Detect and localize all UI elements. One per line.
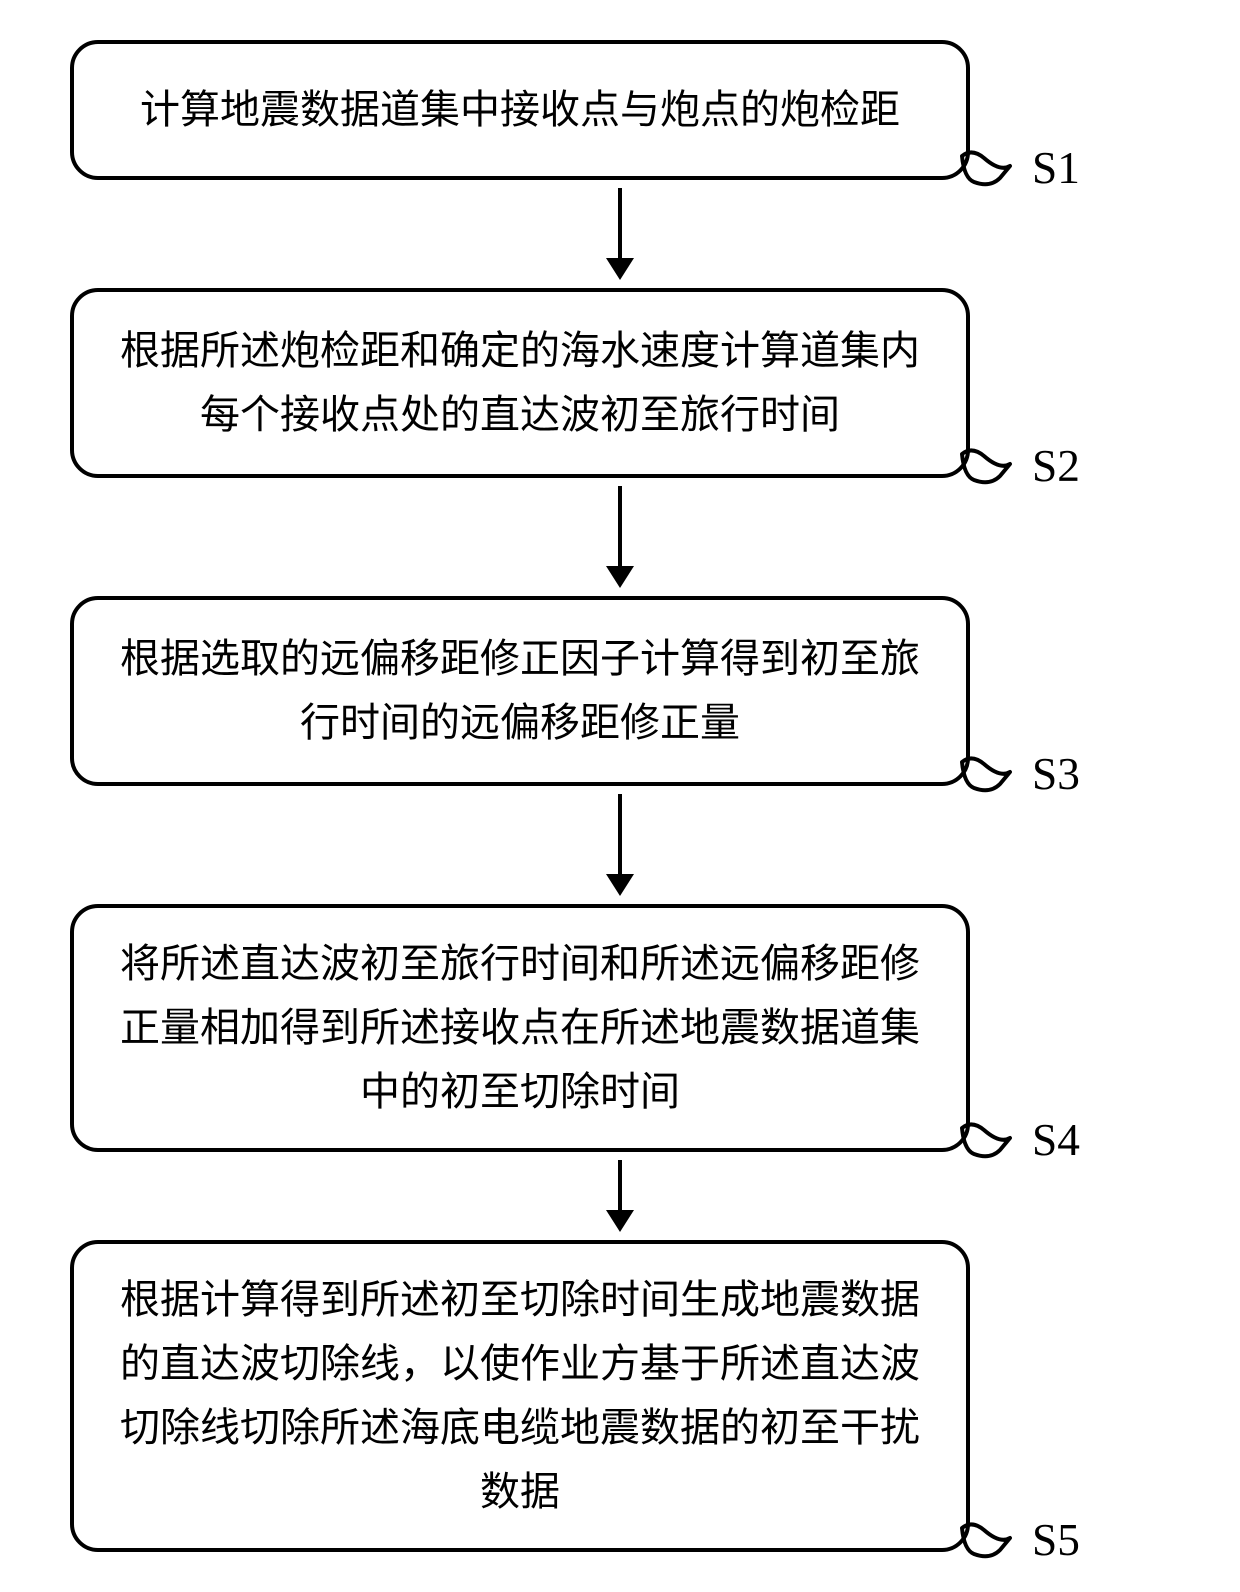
arrow-down-icon xyxy=(170,188,1070,280)
step-label: S5 xyxy=(1032,1514,1080,1566)
arrow-down-icon xyxy=(170,1160,1070,1232)
step-label: S1 xyxy=(1032,142,1080,194)
step-text: 根据计算得到所述初至切除时间生成地震数据的直达波切除线，以使作业方基于所述直达波… xyxy=(104,1268,936,1524)
step-label-wrap: S2 xyxy=(970,288,1170,478)
step-text: 根据选取的远偏移距修正因子计算得到初至旅行时间的远偏移距修正量 xyxy=(104,627,936,755)
step-box: 根据计算得到所述初至切除时间生成地震数据的直达波切除线，以使作业方基于所述直达波… xyxy=(70,1240,970,1552)
step-text: 根据所述炮检距和确定的海水速度计算道集内每个接收点处的直达波初至旅行时间 xyxy=(104,319,936,447)
arrow-down-icon xyxy=(170,486,1070,588)
step-box: 根据所述炮检距和确定的海水速度计算道集内每个接收点处的直达波初至旅行时间 xyxy=(70,288,970,478)
step-s3: 根据选取的远偏移距修正因子计算得到初至旅行时间的远偏移距修正量 S3 xyxy=(70,596,1170,786)
step-box: 计算地震数据道集中接收点与炮点的炮检距 xyxy=(70,40,970,180)
step-label: S2 xyxy=(1032,440,1080,492)
step-s4: 将所述直达波初至旅行时间和所述远偏移距修正量相加得到所述接收点在所述地震数据道集… xyxy=(70,904,1170,1152)
step-label: S3 xyxy=(1032,748,1080,800)
step-label-wrap: S4 xyxy=(970,922,1170,1152)
callout-icon xyxy=(960,1520,1030,1570)
step-text: 将所述直达波初至旅行时间和所述远偏移距修正量相加得到所述接收点在所述地震数据道集… xyxy=(104,932,936,1124)
step-box: 根据选取的远偏移距修正因子计算得到初至旅行时间的远偏移距修正量 xyxy=(70,596,970,786)
callout-icon xyxy=(960,148,1030,198)
callout-icon xyxy=(960,754,1030,804)
step-s5: 根据计算得到所述初至切除时间生成地震数据的直达波切除线，以使作业方基于所述直达波… xyxy=(70,1240,1170,1552)
step-box: 将所述直达波初至旅行时间和所述远偏移距修正量相加得到所述接收点在所述地震数据道集… xyxy=(70,904,970,1152)
step-s1: 计算地震数据道集中接收点与炮点的炮检距 S1 xyxy=(70,40,1170,180)
callout-icon xyxy=(960,446,1030,496)
step-label-wrap: S5 xyxy=(970,1322,1170,1552)
step-s2: 根据所述炮检距和确定的海水速度计算道集内每个接收点处的直达波初至旅行时间 S2 xyxy=(70,288,1170,478)
flowchart: 计算地震数据道集中接收点与炮点的炮检距 S1 根据所述炮检距和确定的海水速度计算道… xyxy=(70,40,1170,1552)
callout-icon xyxy=(960,1120,1030,1170)
step-label: S4 xyxy=(1032,1114,1080,1166)
step-label-wrap: S3 xyxy=(970,596,1170,786)
arrow-down-icon xyxy=(170,794,1070,896)
step-text: 计算地震数据道集中接收点与炮点的炮检距 xyxy=(140,78,900,142)
step-label-wrap: S1 xyxy=(970,40,1170,180)
